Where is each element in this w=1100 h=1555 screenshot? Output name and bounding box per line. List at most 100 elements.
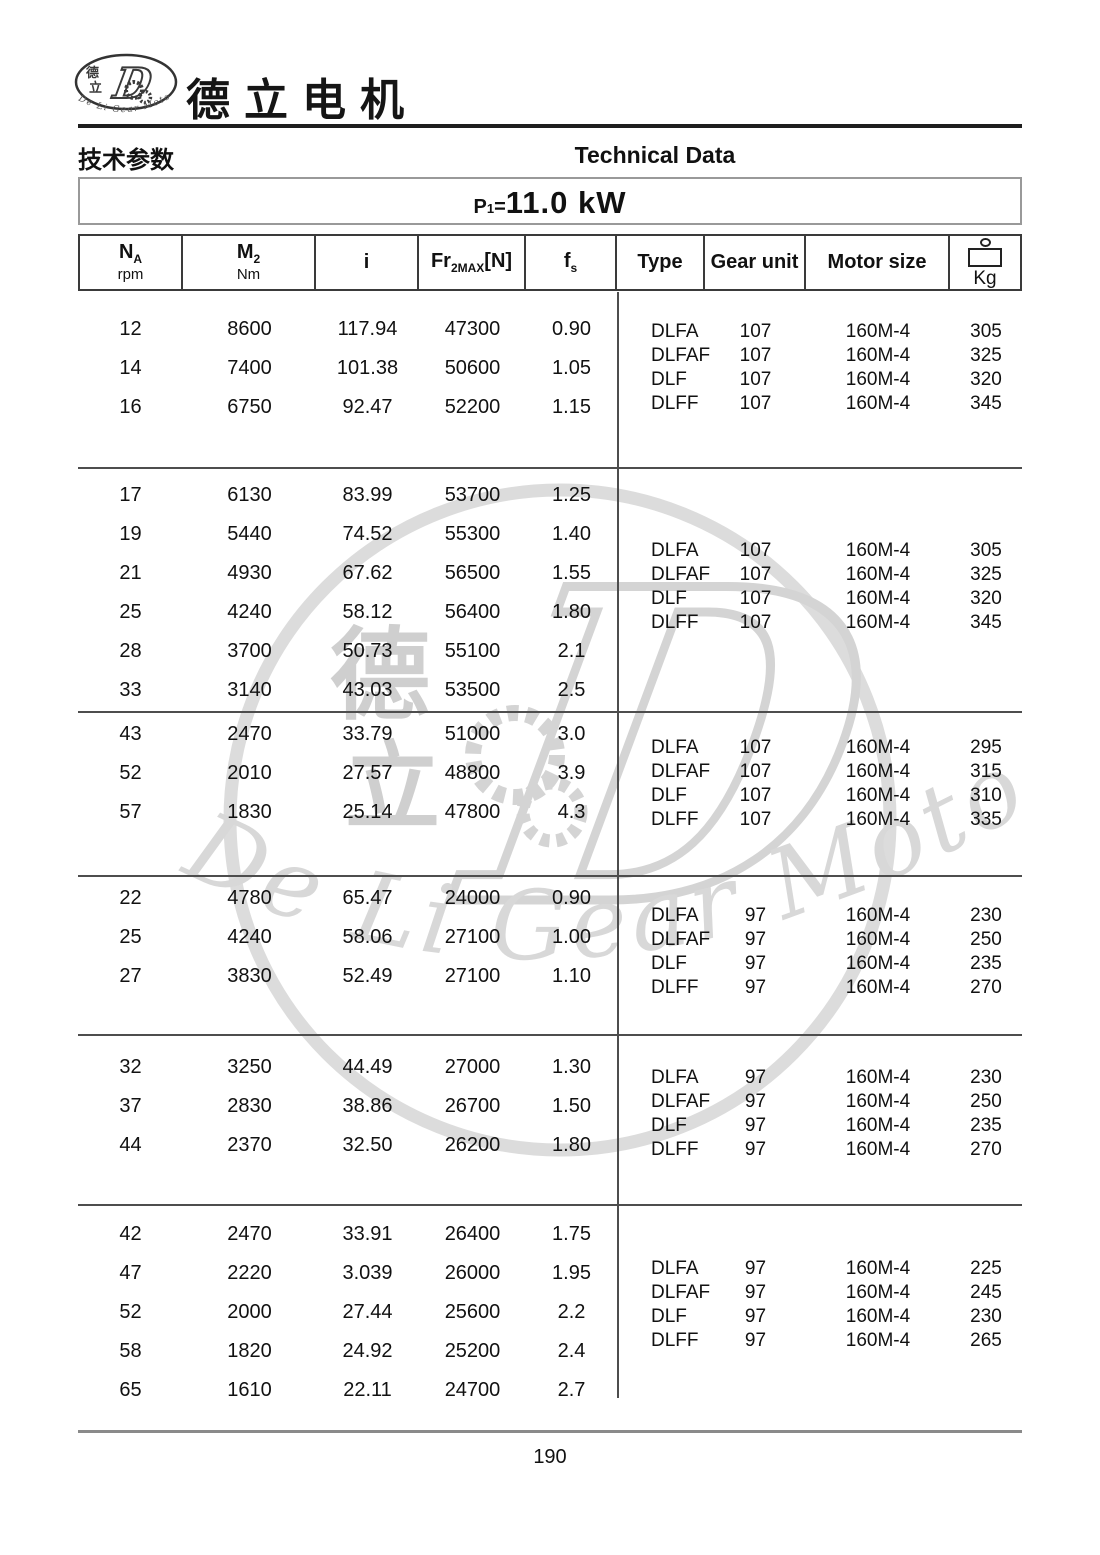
header-cell-na: NA rpm	[80, 236, 183, 289]
fs-value: 1.05	[552, 357, 591, 379]
gear-unit-label: Gear unit	[710, 251, 799, 274]
fs-value: 1.80	[552, 601, 591, 623]
table-row: 47 2220 3.039 26000 1.95	[78, 1254, 617, 1293]
table-row: 44 2370 32.50 26200 1.80	[78, 1126, 617, 1165]
watermark-char-top: 德	[330, 616, 430, 734]
table-body: 12 8600 117.94 47300 0.90 14 7400 101.38…	[78, 292, 1022, 1433]
fs-value: 3.9	[557, 762, 586, 784]
fs-value: 1.00	[552, 926, 591, 948]
fs-value: 2.7	[557, 1379, 586, 1401]
fr2max-value: 27100	[444, 965, 501, 987]
type-rows: DLFA 97 160M-4 225 DLFAF 97 160M-4 245 D…	[617, 1257, 1022, 1353]
speed-rows: 22 4780 65.47 24000 0.90 25 4240 58.06 2…	[78, 876, 617, 996]
motor-size-value: 160M-4	[845, 369, 911, 390]
speed-rows: 12 8600 117.94 47300 0.90 14 7400 101.38…	[78, 292, 617, 427]
table-row: DLFA 107 160M-4 295	[617, 736, 1022, 760]
m2-value: 8600	[227, 318, 272, 340]
table-row: DLF 97 160M-4 230	[617, 1305, 1022, 1329]
table-row: 17 6130 83.99 53700 1.25	[78, 476, 617, 515]
gear-unit-value: 107	[739, 369, 772, 390]
gear-unit-value: 97	[744, 1139, 767, 1160]
fr2max-value: 26400	[444, 1223, 501, 1245]
na-value: 27	[119, 965, 142, 987]
power-title: P 1 = 11.0 kW	[78, 177, 1022, 225]
speed-rows: 17 6130 83.99 53700 1.25 19 5440 74.52 5…	[78, 468, 617, 710]
fr2max-value: 52200	[444, 396, 501, 418]
motor-size-value: 160M-4	[845, 1091, 911, 1112]
group-separator	[78, 875, 1022, 877]
fs-value: 2.2	[557, 1301, 586, 1323]
gear-unit-value: 97	[744, 1258, 767, 1279]
motor-size-value: 160M-4	[845, 321, 911, 342]
na-value: 14	[119, 357, 142, 379]
na-value: 21	[119, 562, 142, 584]
header-cell-fr2max: Fr2MAX[N]	[419, 236, 526, 289]
fs-value: 1.10	[552, 965, 591, 987]
na-value: 28	[119, 640, 142, 662]
type-rows: DLFA 107 160M-4 295 DLFAF 107 160M-4 315…	[617, 736, 1022, 832]
i-value: 52.49	[342, 965, 393, 987]
table-row: 14 7400 101.38 50600 1.05	[78, 349, 617, 388]
kg-value: 310	[970, 785, 1002, 806]
fr2max-value: 47300	[444, 318, 501, 340]
type-value: DLFAF	[651, 761, 711, 782]
gear-unit-value: 107	[739, 321, 772, 342]
kg-value: 325	[970, 345, 1002, 366]
fr2max-value: 24700	[444, 1379, 501, 1401]
motor-size-value: 160M-4	[845, 588, 911, 609]
i-value: 32.50	[342, 1134, 393, 1156]
table-row: DLFA 107 160M-4 305	[617, 320, 1022, 344]
table-row: 22 4780 65.47 24000 0.90	[78, 879, 617, 918]
na-value: 52	[119, 762, 142, 784]
gear-unit-value: 97	[744, 1282, 767, 1303]
header-cell-type: Type	[617, 236, 705, 289]
na-value: 42	[119, 1223, 142, 1245]
na-value: 52	[119, 1301, 142, 1323]
type-value: DLFF	[651, 809, 699, 830]
fr2max-symbol: Fr2MAX[N]	[430, 249, 513, 275]
row-group: 42 2470 33.91 26400 1.75 47 2220 3.039 2…	[78, 1205, 1022, 1433]
motor-size-value: 160M-4	[845, 737, 911, 758]
kg-value: 325	[970, 564, 1002, 585]
header-rule	[78, 124, 1022, 128]
type-value: DLFAF	[651, 929, 711, 950]
type-value: DLFA	[651, 1067, 699, 1088]
na-value: 25	[119, 601, 142, 623]
motor-size-value: 160M-4	[845, 905, 911, 926]
i-value: 92.47	[342, 396, 393, 418]
kg-value: 320	[970, 369, 1002, 390]
type-value: DLFAF	[651, 1282, 711, 1303]
i-value: 65.47	[342, 887, 393, 909]
i-value: 33.79	[342, 723, 393, 745]
type-label: Type	[637, 251, 683, 274]
fs-value: 1.30	[552, 1056, 591, 1078]
gear-unit-value: 107	[739, 540, 772, 561]
i-value: 58.12	[342, 601, 393, 623]
i-value: 38.86	[342, 1095, 393, 1117]
watermark-gear-icon	[465, 705, 565, 805]
fr2max-value: 55300	[444, 523, 501, 545]
m2-value: 4780	[227, 887, 272, 909]
table-row: DLF 97 160M-4 235	[617, 952, 1022, 976]
power-symbol: P	[473, 196, 487, 218]
fs-value: 1.40	[552, 523, 591, 545]
fs-value: 1.55	[552, 562, 591, 584]
motor-size-value: 160M-4	[845, 612, 911, 633]
m2-value: 2010	[227, 762, 272, 784]
motor-size-value: 160M-4	[845, 564, 911, 585]
row-group: 32 3250 44.49 27000 1.30 37 2830 38.86 2…	[78, 1035, 1022, 1205]
fr2max-value: 26200	[444, 1134, 501, 1156]
type-value: DLFF	[651, 1330, 699, 1351]
i-value: 27.57	[342, 762, 393, 784]
fs-value: 3.0	[557, 723, 586, 745]
row-groups: 12 8600 117.94 47300 0.90 14 7400 101.38…	[78, 292, 1022, 1433]
table-row: DLF 107 160M-4 320	[617, 587, 1022, 611]
i-value: 50.73	[342, 640, 393, 662]
fr2max-value: 56500	[444, 562, 501, 584]
m2-value: 4240	[227, 601, 272, 623]
header-cell-i: i	[316, 236, 419, 289]
logo-gear-icon	[137, 89, 153, 105]
gear-unit-value: 107	[739, 809, 772, 830]
group-separator	[78, 1034, 1022, 1036]
table-row: DLFAF 97 160M-4 250	[617, 928, 1022, 952]
